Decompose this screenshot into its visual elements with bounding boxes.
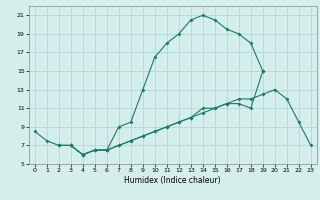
X-axis label: Humidex (Indice chaleur): Humidex (Indice chaleur) bbox=[124, 176, 221, 185]
